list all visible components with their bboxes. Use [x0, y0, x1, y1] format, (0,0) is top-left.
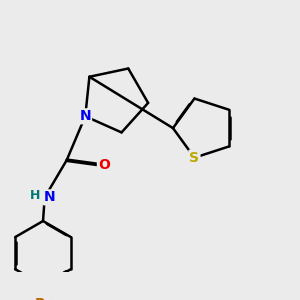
Text: H: H [30, 189, 40, 202]
Text: N: N [80, 109, 91, 123]
Text: N: N [44, 190, 56, 204]
Text: Br: Br [34, 297, 52, 300]
Text: S: S [190, 151, 200, 165]
Text: O: O [98, 158, 110, 172]
